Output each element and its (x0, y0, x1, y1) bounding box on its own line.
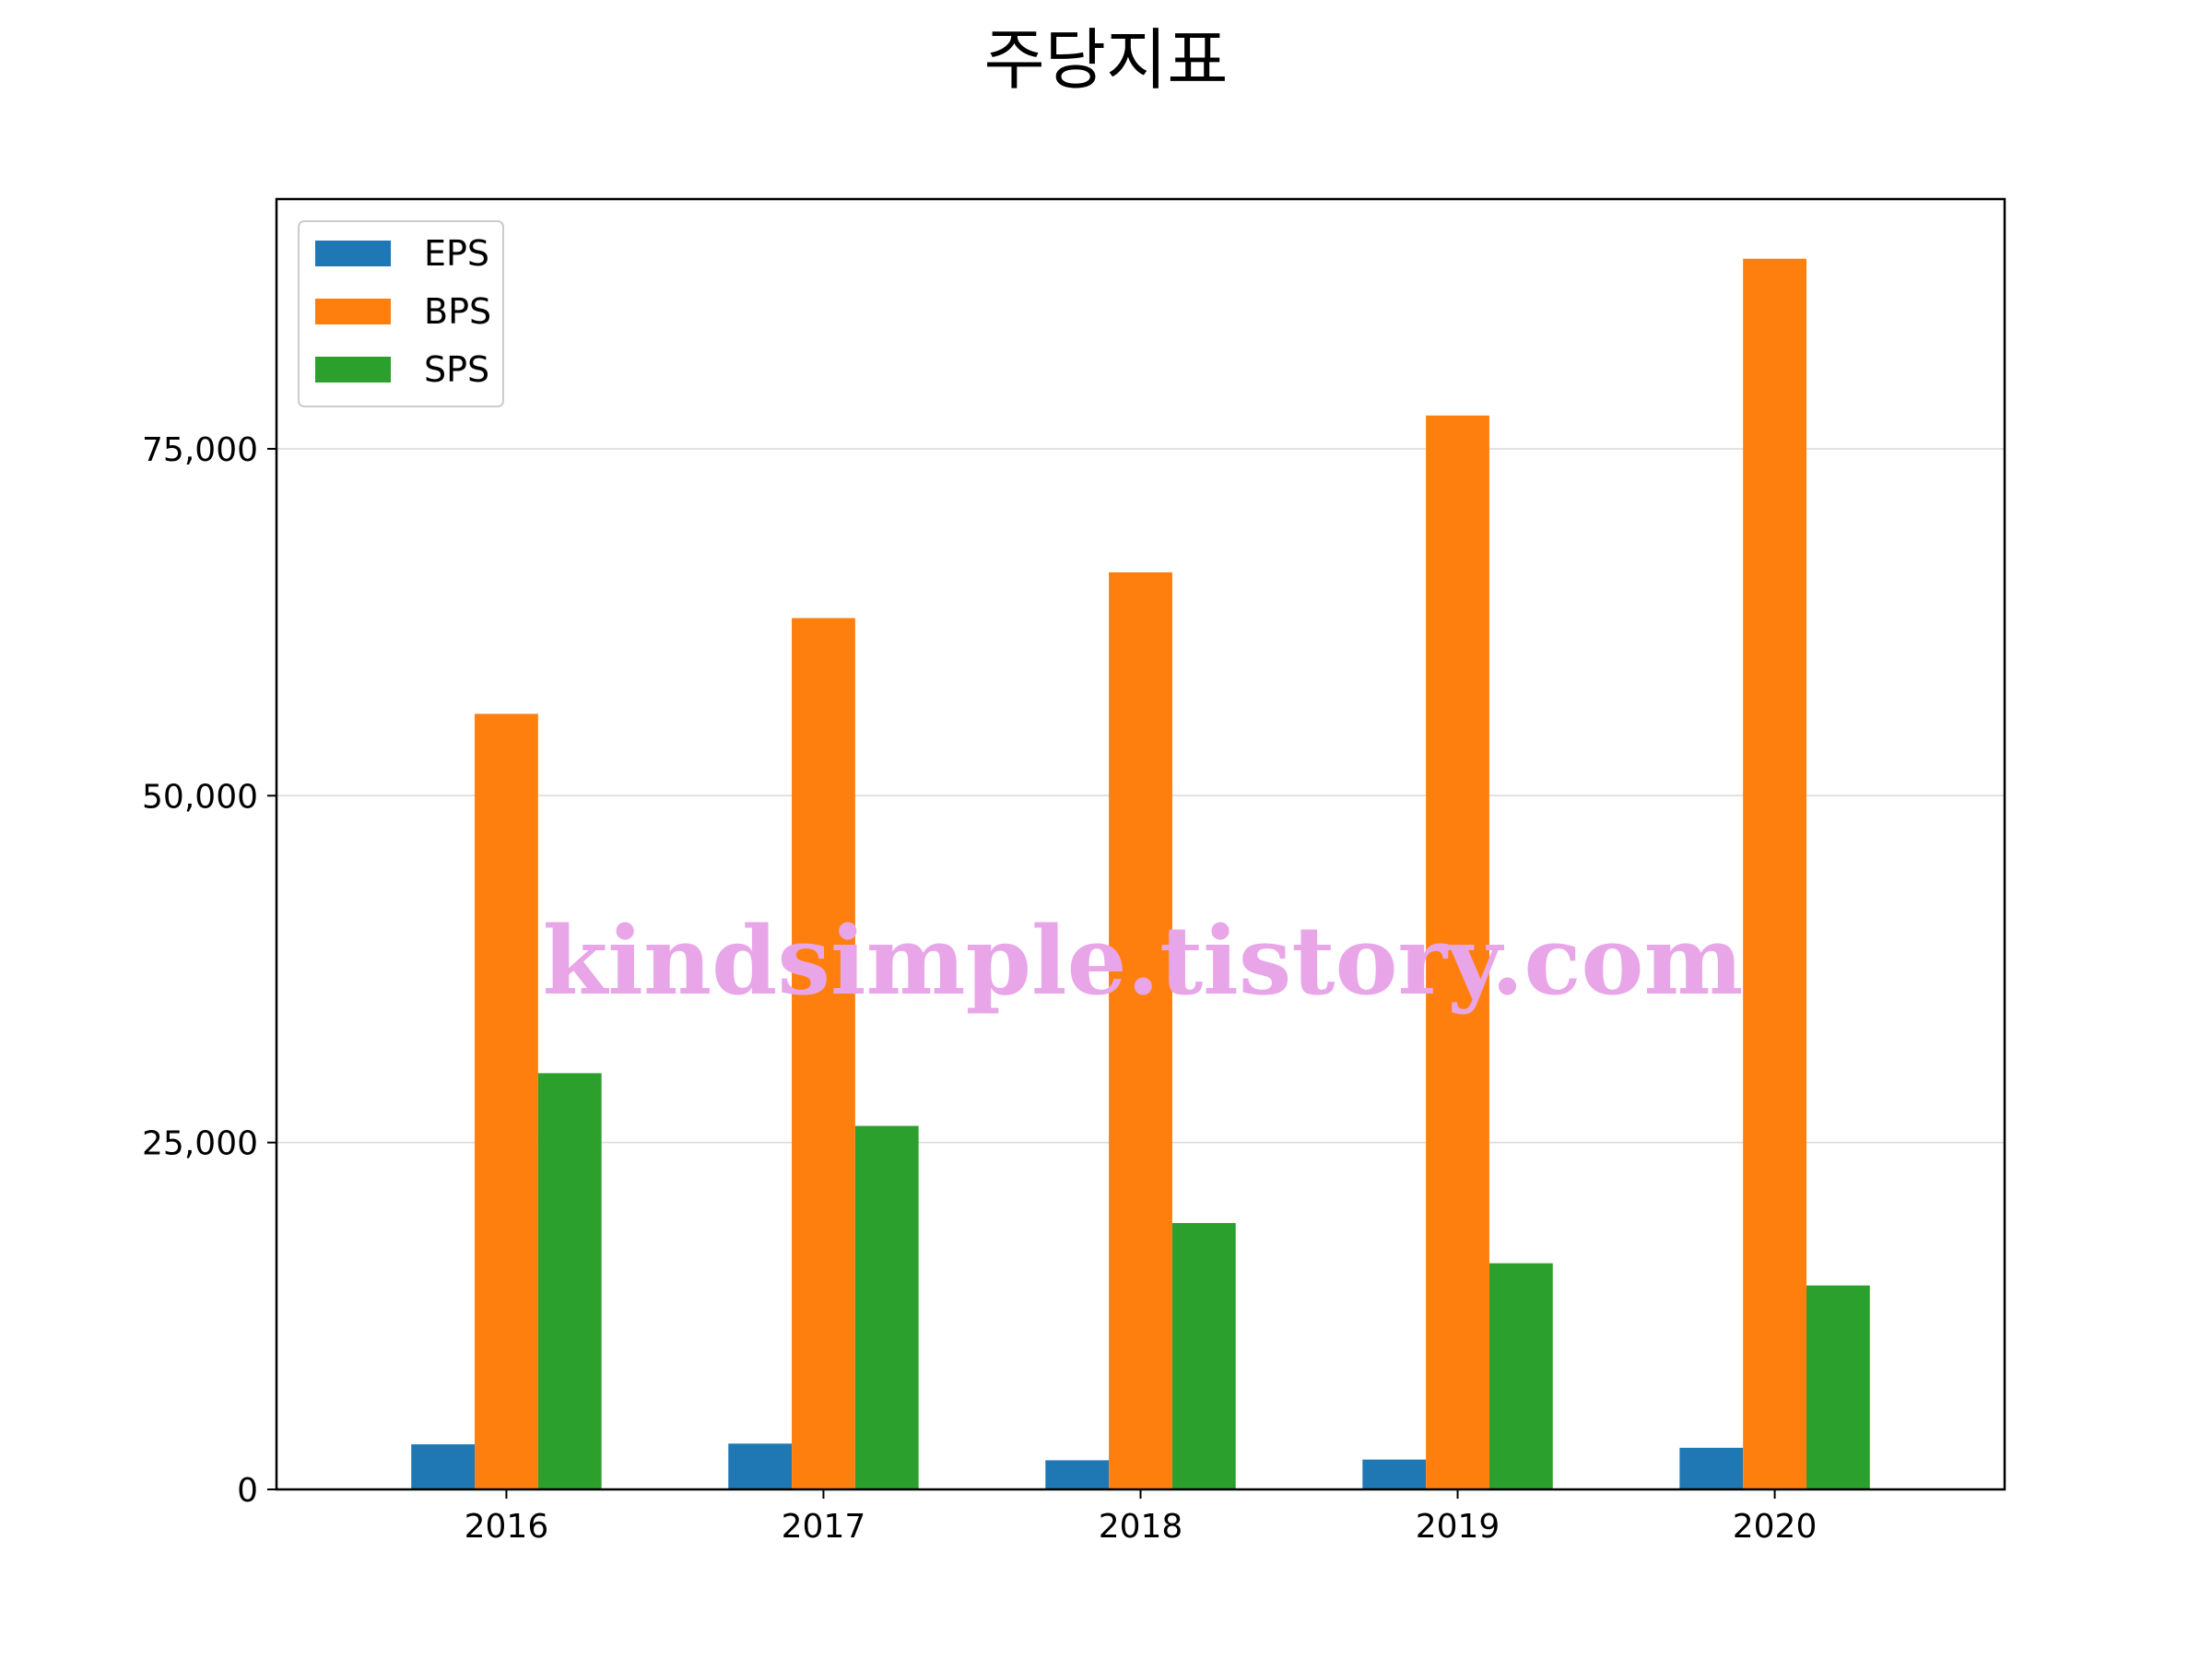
y-tick-label: 75,000 (142, 431, 258, 469)
legend-label-bps: BPS (424, 291, 491, 332)
legend[interactable]: EPS BPS SPS (298, 220, 504, 407)
bar-sps-2019 (1488, 1263, 1553, 1489)
bar-eps-2020 (1679, 1447, 1744, 1489)
y-axis: 0 25,000 50,000 75,000 (142, 431, 276, 1510)
legend-label-sps: SPS (424, 349, 489, 390)
bar-bps-2019 (1426, 415, 1489, 1489)
bar-eps-2016 (411, 1444, 476, 1489)
bar-sps-2018 (1171, 1222, 1236, 1489)
bar-sps-2017 (854, 1125, 919, 1489)
x-tick-label: 2020 (1733, 1508, 1818, 1546)
bar-bps-2017 (792, 618, 855, 1489)
bar-bps-2016 (475, 713, 538, 1489)
chart-title: 주당지표 (984, 21, 1229, 99)
bar-eps-2018 (1045, 1460, 1110, 1489)
bar-sps-2016 (537, 1073, 602, 1489)
legend-label-eps: EPS (424, 233, 489, 274)
x-tick-label: 2016 (465, 1508, 549, 1546)
x-tick-label: 2019 (1416, 1508, 1500, 1546)
x-tick-label: 2017 (782, 1508, 866, 1546)
bar-bps-2020 (1743, 258, 1806, 1489)
bars (411, 258, 1870, 1489)
y-tick-label: 50,000 (142, 778, 258, 816)
x-axis: 2016 2017 2018 2019 2020 (465, 1489, 1818, 1546)
legend-swatch-bps (315, 299, 391, 324)
legend-swatch-sps (315, 357, 391, 382)
legend-swatch-eps (315, 241, 391, 266)
y-tick-label: 0 (237, 1472, 258, 1510)
y-tick-label: 25,000 (142, 1125, 258, 1163)
x-tick-label: 2018 (1099, 1508, 1183, 1546)
bar-bps-2018 (1109, 571, 1172, 1489)
bar-eps-2017 (728, 1443, 793, 1489)
watermark: kindsimple.tistory.com (543, 906, 1744, 1017)
bar-sps-2020 (1806, 1285, 1870, 1489)
bar-eps-2019 (1362, 1459, 1427, 1489)
